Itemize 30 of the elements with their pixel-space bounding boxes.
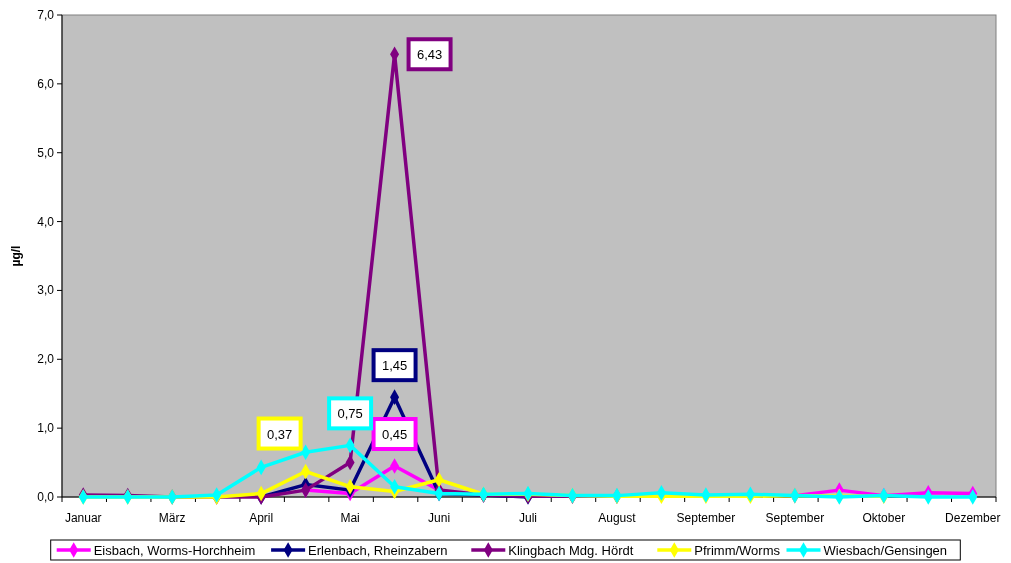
y-tick-label: 7,0 xyxy=(37,8,55,22)
y-tick-label: 3,0 xyxy=(37,283,55,298)
y-tick-label: 5,0 xyxy=(37,145,55,160)
legend-label: Wiesbach/Gensingen xyxy=(823,543,948,558)
x-tick-label: Mai xyxy=(340,511,360,525)
data-label: 0,37 xyxy=(266,426,293,442)
x-tick-label: Dezember xyxy=(945,511,1001,525)
data-label: 0,45 xyxy=(381,427,408,443)
y-tick-label: 0,0 xyxy=(37,490,55,504)
data-label: 1,45 xyxy=(381,358,408,374)
y-tick-label: 6,0 xyxy=(37,76,55,91)
y-tick-label: 4,0 xyxy=(37,214,55,229)
x-tick-label: Januar xyxy=(64,511,102,525)
x-tick-label: April xyxy=(249,511,274,525)
legend-label: Erlenbach, Rheinzabern xyxy=(308,543,448,558)
y-tick-label: 2,0 xyxy=(37,352,55,367)
data-label: 0,75 xyxy=(337,406,363,422)
x-tick-label: Juni xyxy=(428,511,451,525)
legend-label: Pfrimm/Worms xyxy=(694,543,781,558)
data-label: 6,43 xyxy=(416,47,443,63)
x-tick-label: März xyxy=(158,511,186,525)
y-axis-title: µg/l xyxy=(9,245,23,267)
y-tick-label: 1,0 xyxy=(37,421,55,436)
legend-label: Klingbach Mdg. Hördt xyxy=(508,543,634,558)
x-tick-label: Juli xyxy=(518,511,538,525)
x-tick-label: September xyxy=(765,511,825,525)
x-tick-label: August xyxy=(598,511,637,525)
legend-label: Eisbach, Worms-Horchheim xyxy=(93,543,256,558)
x-tick-label: Oktober xyxy=(862,511,906,525)
x-tick-label: September xyxy=(676,511,736,525)
